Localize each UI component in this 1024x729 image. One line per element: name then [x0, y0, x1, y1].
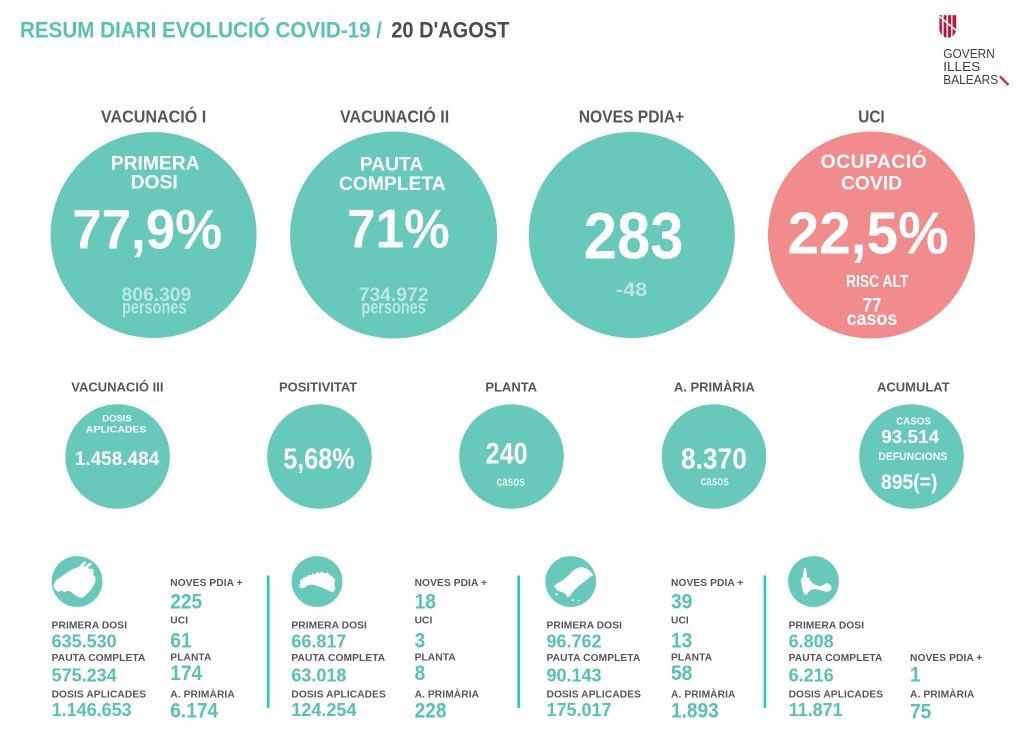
svg-text:POSITIVITAT: POSITIVITAT [279, 379, 357, 394]
svg-text:895(=): 895(=) [881, 471, 937, 494]
svg-text:CASOS: CASOS [896, 417, 931, 428]
svg-text:VACUNACIÓ II: VACUNACIÓ II [340, 106, 449, 127]
svg-text:PRIMERA DOSI: PRIMERA DOSI [547, 621, 623, 632]
svg-text:93.514: 93.514 [881, 427, 939, 448]
svg-text:persones: persones [122, 298, 186, 319]
svg-text:635.530: 635.530 [52, 632, 117, 652]
svg-text:61: 61 [170, 629, 191, 653]
svg-text:NOVES PDIA +: NOVES PDIA + [671, 578, 743, 589]
svg-text:casos: casos [847, 308, 898, 330]
svg-text:77,9%: 77,9% [72, 197, 222, 260]
svg-text:734.972: 734.972 [359, 285, 429, 306]
svg-text:A. PRIMÀRIA: A. PRIMÀRIA [671, 688, 736, 701]
svg-text:casos: casos [497, 474, 525, 489]
svg-text:8.370: 8.370 [681, 443, 747, 475]
svg-text:PAUTA COMPLETA: PAUTA COMPLETA [52, 653, 146, 664]
svg-text:3: 3 [415, 629, 426, 653]
svg-text:77: 77 [862, 296, 881, 317]
svg-text:75: 75 [910, 700, 931, 724]
svg-text:DOSIS: DOSIS [102, 413, 132, 424]
svg-text:DEFUNCIONS: DEFUNCIONS [878, 451, 947, 463]
svg-text:225: 225 [170, 590, 202, 614]
svg-text:PLANTA: PLANTA [415, 652, 457, 663]
svg-text:71%: 71% [347, 199, 450, 260]
svg-text:A. PRIMÀRIA: A. PRIMÀRIA [674, 379, 756, 394]
svg-text:RESUM DIARI EVOLUCIÓ COVID-19: RESUM DIARI EVOLUCIÓ COVID-19 / [20, 18, 382, 43]
svg-text:A. PRIMÀRIA: A. PRIMÀRIA [910, 688, 975, 701]
svg-text:UCI: UCI [671, 616, 689, 627]
svg-text:1: 1 [910, 663, 921, 687]
svg-text:BALEARS: BALEARS [943, 72, 998, 87]
svg-text:96.762: 96.762 [547, 632, 602, 652]
svg-text:8: 8 [415, 661, 426, 685]
svg-text:575.234: 575.234 [52, 666, 117, 686]
svg-text:NOVES PDIA+: NOVES PDIA+ [579, 107, 685, 127]
svg-text:PAUTA: PAUTA [360, 155, 424, 176]
svg-text:VACUNACIÓ III: VACUNACIÓ III [71, 379, 163, 394]
svg-text:UCI: UCI [858, 107, 884, 127]
svg-text:PAUTA COMPLETA: PAUTA COMPLETA [291, 653, 385, 664]
svg-text:1.458.484: 1.458.484 [75, 449, 160, 470]
svg-text:PRIMERA: PRIMERA [111, 153, 200, 174]
svg-text:RISC ALT: RISC ALT [846, 272, 909, 291]
svg-text:VACUNACIÓ I: VACUNACIÓ I [101, 106, 206, 127]
svg-text:6.174: 6.174 [170, 699, 218, 723]
svg-text:DOSIS APLICADES: DOSIS APLICADES [789, 690, 884, 701]
svg-text:NOVES PDIA +: NOVES PDIA + [415, 578, 487, 589]
svg-text:A. PRIMÀRIA: A. PRIMÀRIA [170, 688, 235, 701]
svg-text:PLANTA: PLANTA [485, 379, 537, 394]
svg-text:NOVES PDIA +: NOVES PDIA + [170, 578, 242, 589]
svg-text:806.309: 806.309 [122, 285, 192, 306]
svg-text:casos: casos [701, 474, 729, 489]
svg-text:DOSI: DOSI [131, 172, 178, 193]
svg-text:DOSIS APLICADES: DOSIS APLICADES [52, 690, 147, 701]
svg-text:174: 174 [170, 661, 202, 685]
svg-text:DOSIS APLICADES: DOSIS APLICADES [547, 690, 642, 701]
svg-text:ILLES: ILLES [943, 59, 980, 74]
svg-text:APLICADES: APLICADES [86, 425, 147, 436]
svg-text:240: 240 [486, 439, 528, 471]
svg-text:persones: persones [361, 298, 425, 319]
svg-text:175.017: 175.017 [547, 700, 612, 720]
svg-text:90.143: 90.143 [547, 666, 602, 686]
svg-text:COVID: COVID [841, 174, 902, 195]
svg-text:DOSIS APLICADES: DOSIS APLICADES [291, 690, 386, 701]
svg-text:228: 228 [415, 699, 447, 723]
svg-text:5,68%: 5,68% [283, 444, 354, 476]
svg-text:A. PRIMÀRIA: A. PRIMÀRIA [415, 688, 480, 701]
svg-text:PRIMERA DOSI: PRIMERA DOSI [789, 621, 865, 632]
svg-text:1.893: 1.893 [671, 699, 719, 723]
svg-text:ACUMULAT: ACUMULAT [877, 379, 950, 394]
svg-text:PLANTA: PLANTA [671, 652, 713, 663]
svg-text:PLANTA: PLANTA [170, 652, 212, 663]
svg-text:GOVERN: GOVERN [943, 46, 995, 61]
svg-text:-48: -48 [616, 279, 648, 301]
svg-text:124.254: 124.254 [291, 700, 356, 720]
svg-text:39: 39 [671, 590, 692, 614]
svg-text:PRIMERA DOSI: PRIMERA DOSI [52, 621, 128, 632]
svg-text:UCI: UCI [415, 616, 433, 627]
svg-text:13: 13 [671, 629, 692, 653]
svg-text:PAUTA COMPLETA: PAUTA COMPLETA [789, 653, 883, 664]
svg-text:COMPLETA: COMPLETA [339, 174, 446, 195]
svg-text:58: 58 [671, 661, 692, 685]
svg-text:PAUTA COMPLETA: PAUTA COMPLETA [547, 653, 641, 664]
svg-text:6.808: 6.808 [789, 632, 834, 652]
svg-text:66.817: 66.817 [291, 632, 346, 652]
svg-text:11.871: 11.871 [789, 700, 843, 720]
svg-text:20 D'AGOST: 20 D'AGOST [391, 18, 510, 43]
svg-text:18: 18 [415, 590, 436, 614]
svg-text:22,5%: 22,5% [788, 200, 949, 267]
svg-text:63.018: 63.018 [291, 666, 346, 686]
svg-text:NOVES PDIA +: NOVES PDIA + [910, 653, 982, 664]
svg-text:1.146.653: 1.146.653 [52, 700, 132, 720]
svg-text:6.216: 6.216 [789, 666, 834, 686]
svg-text:OCUPACIÓ: OCUPACIÓ [821, 149, 927, 173]
svg-text:PRIMERA DOSI: PRIMERA DOSI [291, 621, 367, 632]
svg-text:283: 283 [584, 199, 684, 273]
svg-text:UCI: UCI [170, 616, 188, 627]
